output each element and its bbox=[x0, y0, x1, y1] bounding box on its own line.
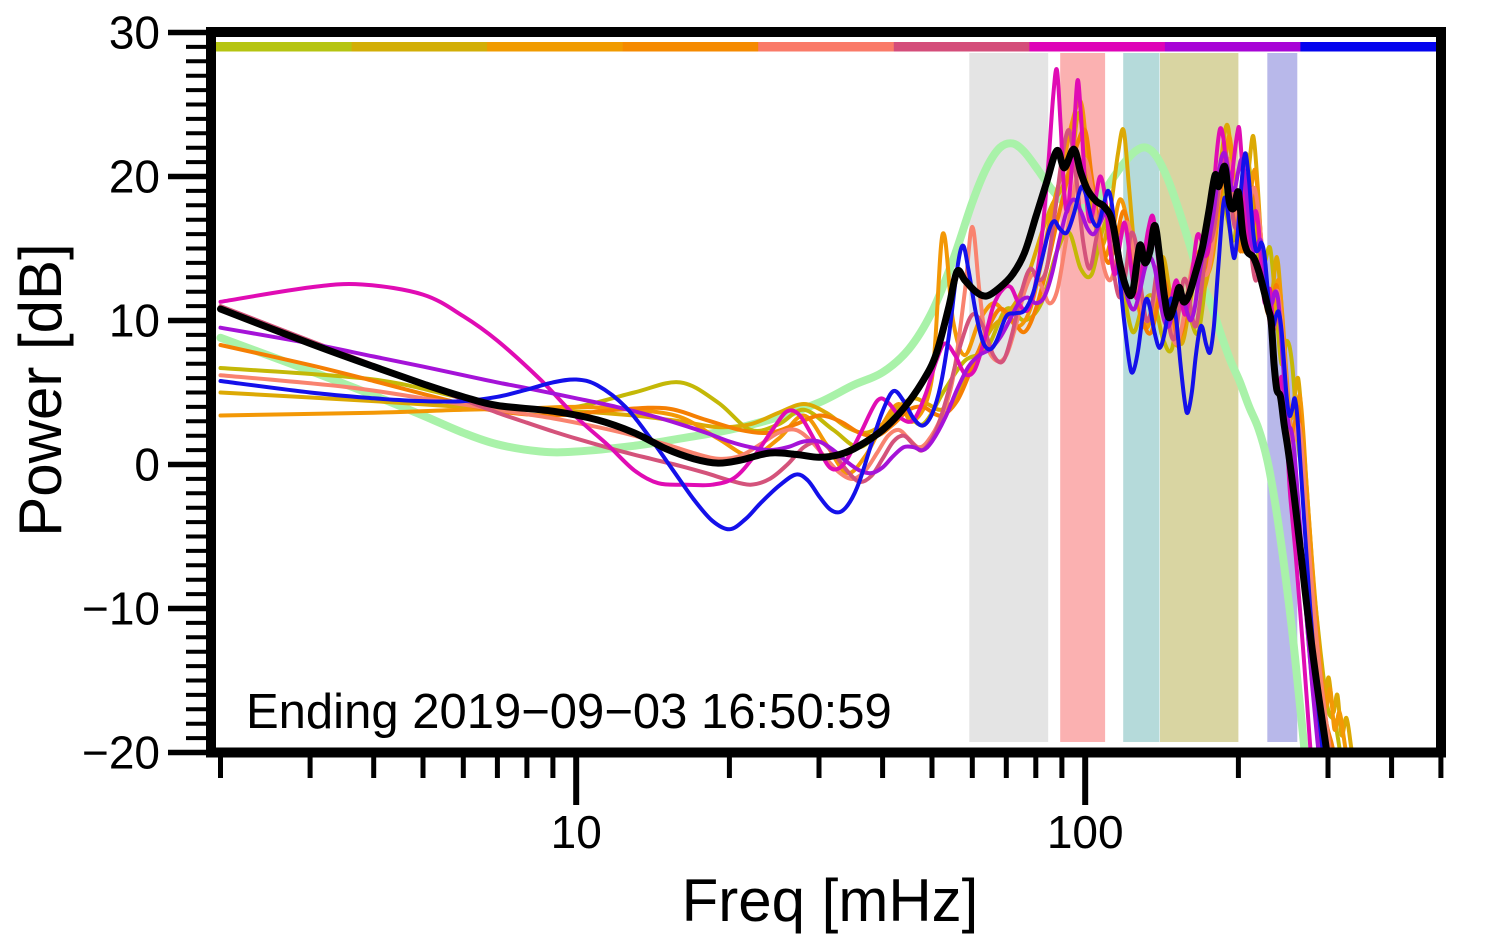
y-tick-label: 10 bbox=[109, 295, 160, 347]
x-axis-title: Freq [mHz] bbox=[681, 867, 979, 934]
colorbar-segment-1 bbox=[216, 42, 353, 52]
y-tick-label: −20 bbox=[82, 727, 160, 779]
colorbar-segment-6 bbox=[893, 42, 1030, 52]
colorbar-segment-7 bbox=[1029, 42, 1166, 52]
y-tick-label: 0 bbox=[134, 439, 160, 491]
x-tick-label: 10 bbox=[551, 806, 602, 858]
annotation-ending-timestamp: Ending 2019−09−03 16:50:59 bbox=[246, 685, 892, 739]
y-axis-title: Power [dB] bbox=[7, 243, 74, 537]
colorbar-segment-8 bbox=[1164, 42, 1302, 52]
y-tick-label: 20 bbox=[109, 151, 160, 203]
colorbar-segment-3 bbox=[487, 42, 624, 52]
plot-border bbox=[206, 27, 1446, 758]
x-tick-label: 100 bbox=[1047, 806, 1124, 858]
shaded-gray-band bbox=[969, 53, 1049, 742]
colorbar-segment-5 bbox=[758, 42, 895, 52]
y-tick-label: 30 bbox=[109, 7, 160, 59]
y-tick-label: −10 bbox=[82, 583, 160, 635]
colorbar-segment-9 bbox=[1300, 42, 1437, 52]
series-day1-yellowgreen bbox=[218, 151, 1342, 748]
series-mean-black bbox=[217, 145, 1330, 748]
colorbar-segment-4 bbox=[622, 42, 759, 52]
colorbar-segment-2 bbox=[351, 42, 488, 52]
